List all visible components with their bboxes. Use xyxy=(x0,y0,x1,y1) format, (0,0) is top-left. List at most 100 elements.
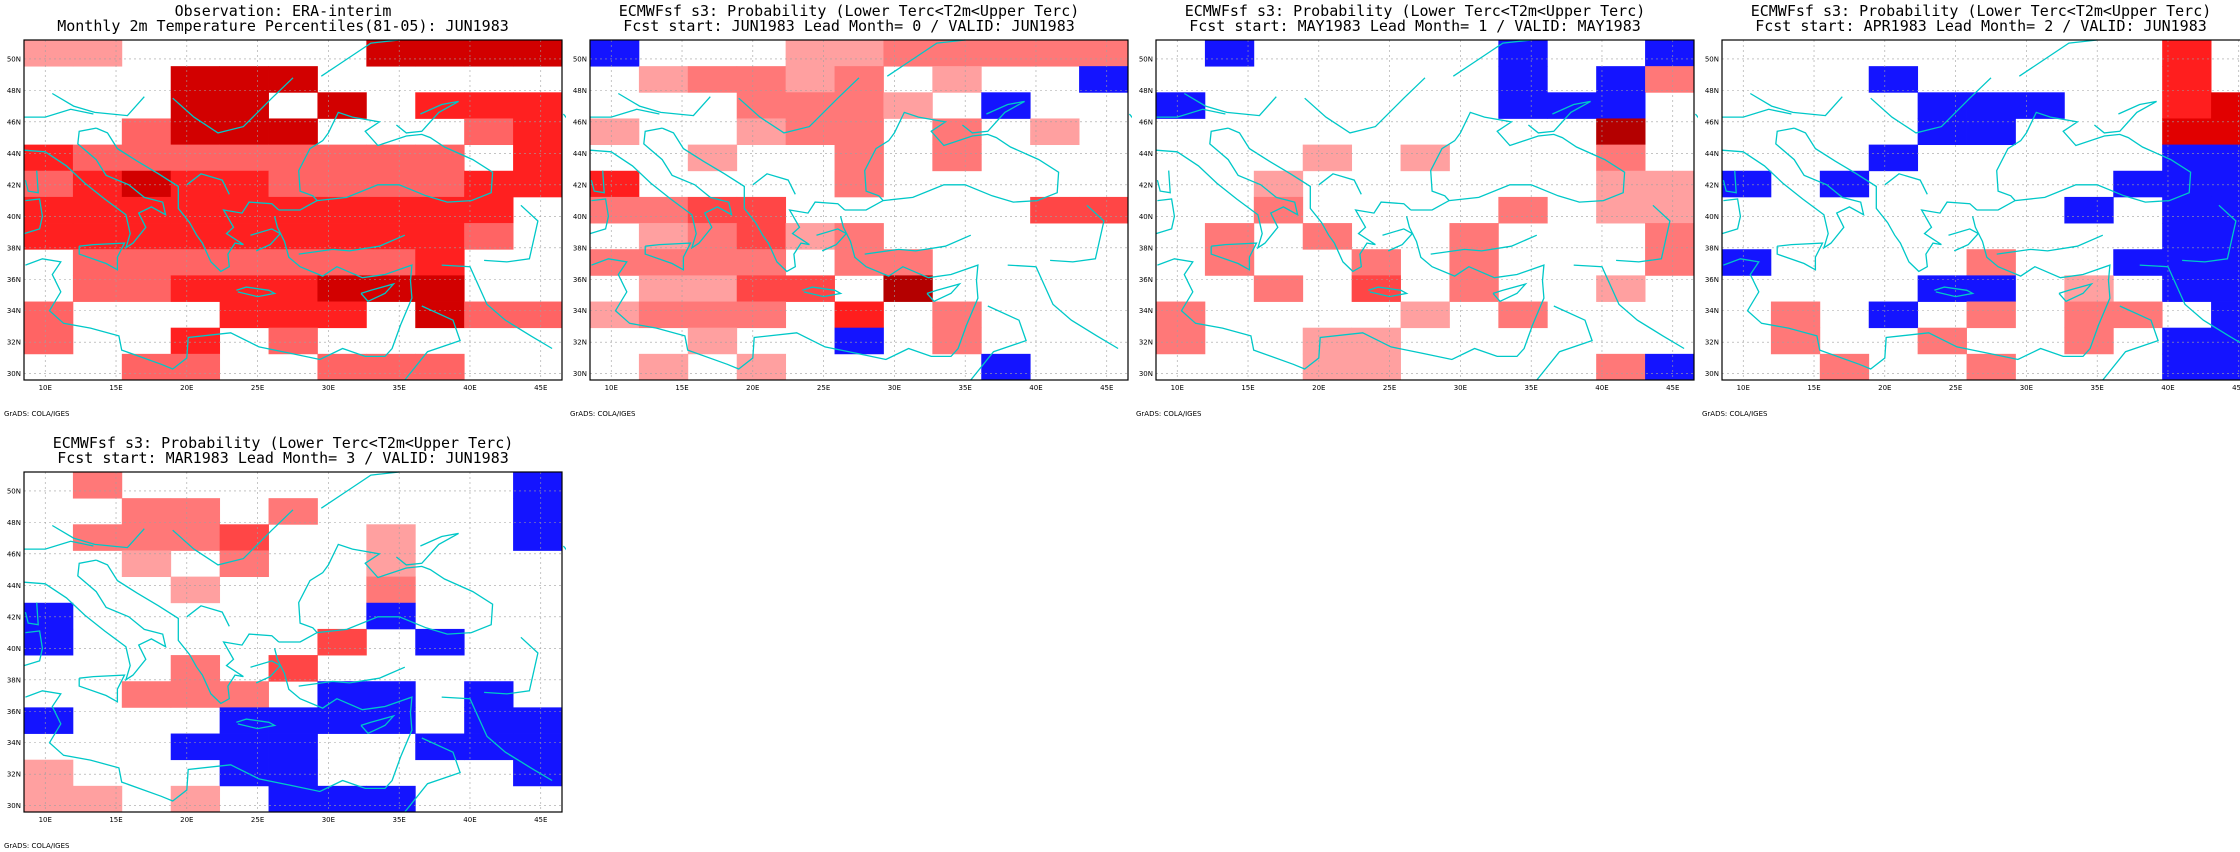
grid-cell xyxy=(464,707,514,734)
map-frame xyxy=(1721,39,2240,381)
panel-title: ECMWFsf s3: Probability (Lower Terc<T2m<… xyxy=(1184,2,1646,20)
map-svg: 30N 32N 34N 36N 38N 40N 42N 44N 46N 48N 50N 10E 15E 2… xyxy=(7,39,566,390)
grid-cell xyxy=(170,275,221,302)
grid-cell xyxy=(736,301,787,329)
grid-cell xyxy=(268,170,318,198)
grid-cell xyxy=(366,524,416,551)
lon-tick-label: 40E xyxy=(2161,384,2174,390)
coastline xyxy=(1157,216,1545,370)
grid-cell xyxy=(268,498,318,525)
coastline xyxy=(404,737,461,813)
grid-cell xyxy=(170,66,221,93)
grid-cell xyxy=(268,707,318,734)
grid-cell xyxy=(1966,353,2016,381)
lat-tick-label: 40N xyxy=(1139,213,1153,221)
lat-tick-label: 34N xyxy=(7,739,21,747)
lon-tick-label: 20E xyxy=(180,384,193,390)
coastline xyxy=(24,170,39,194)
coastline xyxy=(1723,216,2111,370)
grid-cell xyxy=(2064,196,2114,224)
coastline xyxy=(2093,100,2157,134)
grid-cell xyxy=(638,223,689,250)
grid-cell xyxy=(513,707,563,734)
grid-cell xyxy=(1596,144,1646,172)
grid-cell xyxy=(121,498,172,525)
grid-cell xyxy=(1596,170,1646,198)
grid-cell xyxy=(932,66,982,93)
grid-cell xyxy=(638,275,689,302)
coastline xyxy=(51,524,145,549)
coastline xyxy=(1227,127,1412,273)
grid-cell xyxy=(268,327,318,355)
grid-cell xyxy=(268,249,318,276)
grid-cell xyxy=(687,196,738,224)
grid-cell xyxy=(24,40,74,67)
grid-cell xyxy=(24,223,74,250)
grid-cell xyxy=(170,785,221,813)
coastline xyxy=(1492,282,1528,303)
grid-cell xyxy=(1819,170,1870,198)
grid-cell xyxy=(1596,196,1646,224)
grid-cell xyxy=(1030,40,1080,67)
coastline xyxy=(1304,77,1426,134)
grid-cell xyxy=(219,223,269,250)
grid-cell xyxy=(1498,196,1548,224)
coastline xyxy=(1996,234,2104,255)
grid-cell xyxy=(1917,92,1967,119)
lon-tick-label: 35E xyxy=(2091,384,2104,390)
grid-cell xyxy=(736,249,787,276)
lat-tick-label: 50N xyxy=(573,55,587,63)
coastline xyxy=(278,543,494,643)
grid-cell xyxy=(2113,249,2163,276)
grid-cell xyxy=(1030,196,1080,224)
grid-cell xyxy=(121,353,172,381)
lat-tick-label: 42N xyxy=(1705,181,1719,189)
coastline xyxy=(1410,111,1626,211)
grid-cell xyxy=(2211,223,2240,250)
lon-tick-label: 25E xyxy=(251,384,264,390)
grid-cell xyxy=(736,92,787,119)
lat-tick-label: 46N xyxy=(1139,118,1153,126)
map-svg: 30N 32N 34N 36N 38N 40N 42N 44N 46N 48N 50N 10E 15E 2… xyxy=(7,471,566,822)
grid-cell xyxy=(2211,170,2240,198)
coastline xyxy=(644,242,692,271)
grid-cell xyxy=(24,759,74,787)
coastline xyxy=(320,471,400,509)
coastline xyxy=(961,100,1025,134)
credit-label: GrADS: COLA/IGES xyxy=(570,410,636,418)
grid-cell xyxy=(1819,353,1870,381)
grid-cell xyxy=(366,681,416,708)
grid-cell xyxy=(170,249,221,276)
grid-cell xyxy=(2211,327,2240,355)
coastline xyxy=(95,559,280,705)
lon-tick-label: 35E xyxy=(1525,384,1538,390)
lat-tick-label: 48N xyxy=(7,87,21,95)
grid-cell xyxy=(513,472,563,499)
lat-tick-label: 36N xyxy=(1705,276,1719,284)
coastline xyxy=(886,39,966,77)
coastline xyxy=(24,540,94,550)
coastline xyxy=(2102,305,2159,381)
grid-cell xyxy=(687,275,738,302)
grid-cell xyxy=(170,681,221,708)
grid-cell xyxy=(170,353,221,381)
grid-cell xyxy=(785,223,835,250)
grid-cell xyxy=(24,785,74,813)
lat-tick-label: 48N xyxy=(7,519,21,527)
grid-cell xyxy=(1204,249,1255,276)
grid-cell xyxy=(590,118,640,146)
grid-cell xyxy=(513,498,563,525)
grid-cell xyxy=(785,92,835,119)
grid-cell xyxy=(1770,301,1821,329)
grid-cell xyxy=(1302,353,1353,381)
lon-tick-label: 30E xyxy=(322,816,335,822)
lon-tick-label: 35E xyxy=(393,816,406,822)
coastline xyxy=(23,198,44,235)
grid-cell xyxy=(24,196,74,224)
lon-tick-label: 45E xyxy=(1666,384,1679,390)
grid-cell xyxy=(219,66,269,93)
grid-cell xyxy=(1253,170,1304,198)
grid-cell xyxy=(1302,327,1353,355)
grid-cell xyxy=(415,144,465,172)
grid-cell xyxy=(883,275,933,302)
